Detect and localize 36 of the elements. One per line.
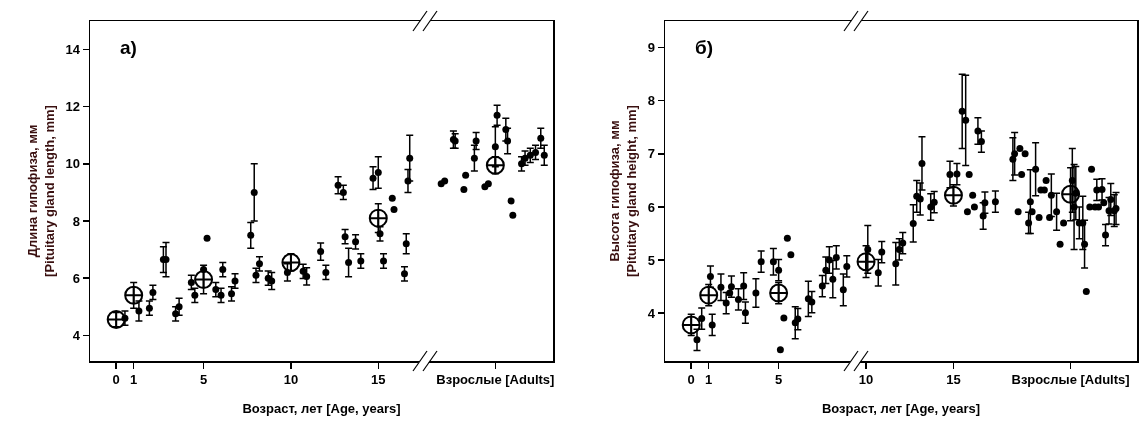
x-tick-label: 1 [130,372,138,388]
x-tick-label: 0 [687,372,695,388]
point [106,310,126,330]
x-tick-label: 5 [199,372,208,388]
y-tick-label: 10 [65,156,80,172]
y-tick-label: 4 [647,305,656,321]
point [943,185,963,205]
x-axis-title: Возраст, лет [Age, years] [242,401,401,417]
y-tick-label: 9 [647,40,655,56]
point [769,283,789,303]
y-tick-label: 6 [647,199,655,215]
y-axis-title: Длина гипофиза, мм [Pituitary gland length, mm] [24,105,57,277]
point [681,315,701,335]
y-tick-label: 14 [65,42,81,58]
x-tick-label: 1 [705,372,713,388]
point [699,285,719,305]
annotation: а) [120,37,137,58]
x-tick-label: 15 [946,372,961,388]
y-tick-label: 5 [647,252,655,268]
y-tick-label: 7 [647,146,655,162]
y-tick-label: 8 [72,213,80,229]
x-tick-label: Взрослые [Adults] [1011,372,1130,388]
point [485,155,505,175]
x-tick-label: 5 [775,372,783,388]
x-tick-label: 0 [112,372,120,388]
x-tick-label: 10 [283,372,299,388]
y-axis-title: Высота гипофиза, мм [Pituitary gland height, mm] [606,105,639,277]
y-tick-label: 4 [72,327,81,343]
x-tick-label: Взрослые [Adults] [436,372,555,388]
y-tick-label: 8 [647,93,655,109]
y-tick-label: 12 [65,99,80,115]
x-tick-label: 10 [858,372,874,388]
x-axis-title: Возраст, лет [Age, years] [821,401,981,417]
y-tick-label: 6 [72,270,80,286]
x-tick-label: 15 [371,372,386,388]
annotation: б) [695,37,714,58]
